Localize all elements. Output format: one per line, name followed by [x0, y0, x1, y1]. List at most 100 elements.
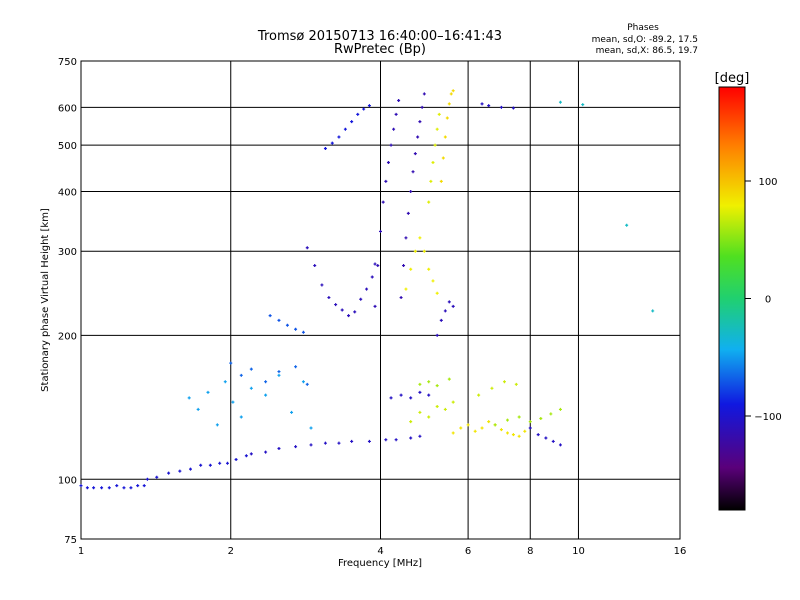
- data-point: [439, 179, 443, 183]
- data-point: [422, 249, 426, 253]
- data-point: [409, 267, 413, 271]
- data-point: [294, 365, 298, 369]
- data-point: [294, 327, 298, 331]
- x-tick-label: 16: [674, 546, 687, 557]
- x-tick-label: 8: [527, 546, 533, 557]
- data-point: [431, 160, 435, 164]
- data-point: [409, 420, 413, 424]
- data-point: [264, 450, 268, 454]
- data-point: [451, 304, 455, 308]
- y-tick-label: 600: [58, 103, 77, 114]
- data-point: [145, 477, 149, 481]
- data-point: [418, 410, 422, 414]
- data-point: [337, 441, 341, 445]
- data-point: [511, 433, 515, 437]
- data-point: [399, 296, 403, 300]
- data-point: [229, 361, 233, 365]
- data-point: [330, 141, 334, 145]
- data-point: [320, 283, 324, 287]
- data-point: [277, 446, 281, 450]
- data-point: [449, 92, 453, 96]
- data-point: [376, 264, 380, 268]
- stats-heading: Phases: [627, 23, 659, 33]
- data-point: [499, 428, 503, 432]
- data-point: [305, 246, 309, 250]
- data-point: [651, 309, 655, 313]
- data-point: [239, 415, 243, 419]
- data-point: [394, 438, 398, 442]
- data-point: [558, 407, 562, 411]
- y-axis-label: Stationary phase Virtual Height [km]: [40, 208, 51, 392]
- data-point: [208, 463, 212, 467]
- data-point: [370, 275, 374, 279]
- data-point: [362, 107, 366, 111]
- stats-o-line: mean, sd,O: -89.2, 17.5: [592, 35, 698, 45]
- data-point: [187, 396, 191, 400]
- x-tick-label: 6: [465, 546, 471, 557]
- data-point: [313, 264, 317, 268]
- data-point: [327, 296, 331, 300]
- data-point: [386, 160, 390, 164]
- data-point: [343, 127, 347, 131]
- data-point: [249, 367, 253, 371]
- data-point: [441, 156, 445, 160]
- data-point: [511, 106, 515, 110]
- data-point: [406, 211, 410, 215]
- data-point: [523, 429, 527, 433]
- data-point: [493, 423, 497, 427]
- colorbar-tick-label: 100: [758, 177, 777, 188]
- grid-lines: [81, 61, 680, 539]
- data-point: [451, 89, 455, 93]
- data-point: [249, 386, 253, 390]
- data-point: [427, 267, 431, 271]
- data-point: [447, 300, 451, 304]
- data-point: [451, 431, 455, 435]
- data-point: [443, 407, 447, 411]
- data-point: [558, 100, 562, 104]
- data-point: [384, 438, 388, 442]
- data-point: [167, 471, 171, 475]
- data-point: [290, 410, 294, 414]
- data-point: [268, 314, 272, 318]
- data-point: [487, 420, 491, 424]
- data-point: [502, 380, 506, 384]
- data-point: [215, 423, 219, 427]
- y-tick-label: 400: [58, 187, 77, 198]
- data-point: [389, 396, 393, 400]
- data-point: [155, 475, 159, 479]
- data-point: [487, 104, 491, 108]
- data-point: [499, 105, 503, 109]
- data-point: [239, 373, 243, 377]
- data-point: [413, 152, 417, 156]
- data-point: [142, 484, 146, 488]
- colorbar: [deg] 100 0 −100: [715, 71, 782, 511]
- data-point: [264, 380, 268, 384]
- data-point: [427, 393, 431, 397]
- data-point: [551, 439, 555, 443]
- data-point: [625, 223, 629, 227]
- data-point: [367, 439, 371, 443]
- data-point: [340, 308, 344, 312]
- data-point: [399, 393, 403, 397]
- data-point: [418, 236, 422, 240]
- data-point: [427, 380, 431, 384]
- y-tick-label: 750: [58, 57, 77, 68]
- data-point: [528, 420, 532, 424]
- data-point: [79, 484, 83, 488]
- data-point: [418, 390, 422, 394]
- data-point: [429, 179, 433, 183]
- data-point: [294, 445, 298, 449]
- data-point: [411, 170, 415, 174]
- data-point: [218, 461, 222, 465]
- data-point: [480, 102, 484, 106]
- data-point: [392, 127, 396, 131]
- y-tick-label: 100: [58, 475, 77, 486]
- data-point: [477, 393, 481, 397]
- data-point: [473, 429, 477, 433]
- stats-x-line: mean, sd,X: 86.5, 19.7: [596, 46, 698, 56]
- data-point: [466, 423, 470, 427]
- data-point: [196, 407, 200, 411]
- data-point: [301, 330, 305, 334]
- data-point: [129, 486, 133, 490]
- data-point: [122, 486, 126, 490]
